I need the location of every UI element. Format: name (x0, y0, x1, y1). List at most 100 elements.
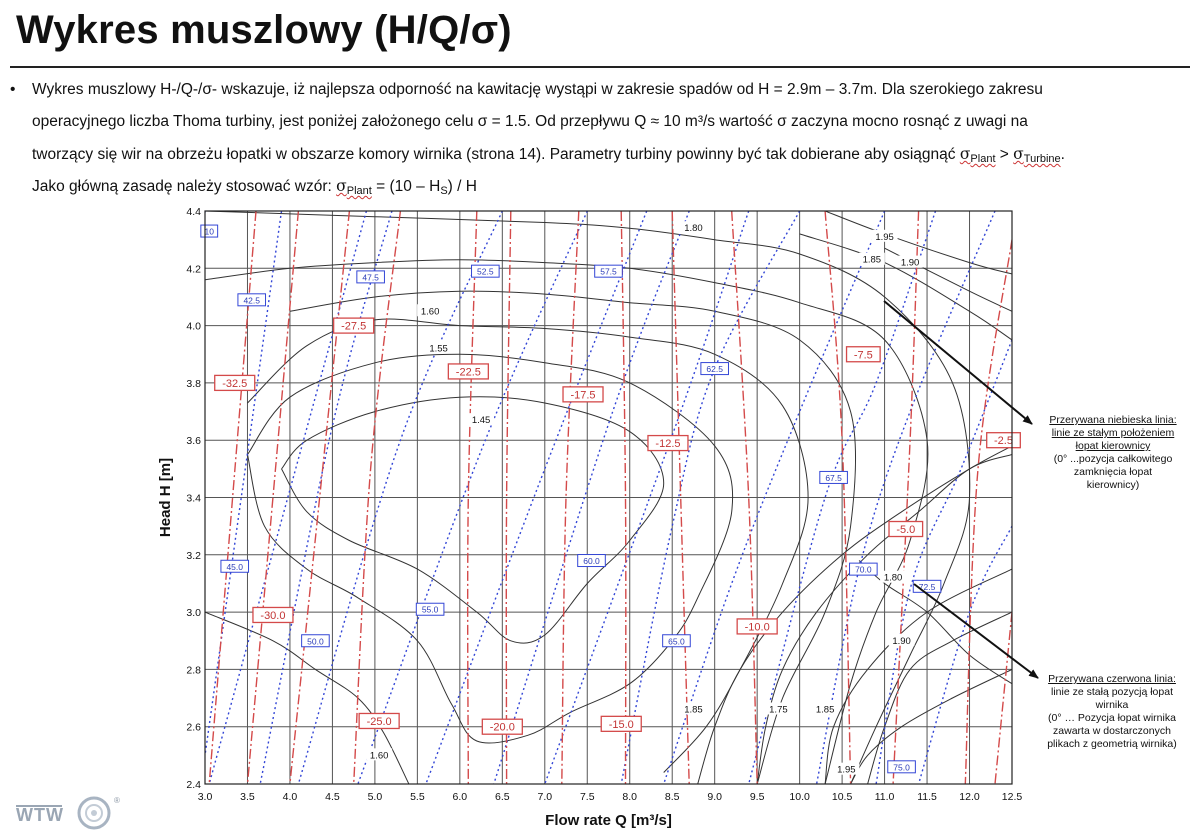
runner-blade-line (561, 211, 580, 784)
sigma-label-bg (812, 702, 839, 715)
y-tick-label: 3.4 (186, 493, 201, 505)
greater-than: > (995, 146, 1014, 163)
runner-blade-line (731, 211, 758, 784)
note-blue-line-1: Przerywana niebieska linia: (1049, 414, 1177, 426)
logo-text: WTW (16, 805, 64, 825)
x-tick-label: 12.0 (959, 791, 980, 803)
guide-vane-line (815, 211, 996, 784)
note-blue-line-2: linie ze stałym położeniem (1051, 427, 1175, 439)
sigma-plant-subscript: Plant (970, 153, 996, 165)
runner-blade-line (505, 211, 512, 784)
sigma-contour-line (205, 211, 971, 784)
description-line-2: operacyjnego liczba Thoma turbiny, jest … (32, 113, 1028, 130)
guide-vane-label-box (415, 602, 445, 616)
sigma-contour-label: 1.80 (884, 573, 903, 584)
y-tick-label: 3.8 (186, 378, 201, 390)
runner-blade-label: -22.5 (456, 366, 481, 378)
x-tick-label: 9.0 (707, 791, 722, 803)
note-blue-line-3: łopat kierownicy (1075, 440, 1151, 452)
guide-vane-label-box (471, 264, 500, 278)
runner-blade-label: -15.0 (609, 719, 634, 731)
runner-blade-label-box (252, 606, 294, 624)
logo-graphic: WTW ® (16, 796, 120, 830)
runner-blade-label-box (358, 712, 400, 730)
runner-blade-label: -2.5 (994, 435, 1013, 447)
formula-plant-subscript: Plant (346, 185, 372, 197)
note-blue-line-4: (0° ...pozycja całkowitego (1053, 453, 1173, 465)
page-title: Wykres muszlowy (H/Q/σ) (16, 8, 512, 52)
sigma-contour-label: 1.95 (837, 765, 856, 776)
sigma-label-bg (417, 304, 444, 317)
x-tick-label: 8.5 (665, 791, 680, 803)
sigma-label-bg (897, 255, 924, 268)
plot-border (204, 210, 1013, 785)
formula-part-2: ) / H (447, 178, 477, 195)
x-tick-label: 3.0 (198, 791, 213, 803)
formula-sigma: σ (336, 177, 347, 195)
sigma-contour-line (205, 611, 410, 784)
guide-vane-label: 52.5 (477, 267, 494, 277)
runner-blade-label: -30.0 (260, 610, 285, 622)
callout-arrow-red (913, 583, 1039, 679)
sigma-symbol: σ (959, 145, 971, 163)
guide-vane-label: 62.5 (706, 364, 723, 374)
guide-vane-label: 50.0 (307, 636, 324, 646)
sigma-contour-line (205, 259, 929, 784)
x-tick-label: 7.0 (537, 791, 552, 803)
x-tick-label: 4.0 (283, 791, 298, 803)
note-red-lines: Przerywana czerwona linia: linie ze stał… (1030, 673, 1194, 751)
runner-blade-label: -10.0 (745, 621, 770, 633)
runner-blade-line (964, 239, 1012, 784)
runner-blade-label: -25.0 (367, 716, 392, 728)
logo-ring-icon (77, 796, 111, 830)
guide-vane-line (917, 525, 1012, 784)
guide-vane-label: 55.0 (422, 605, 439, 615)
guide-vane-label: 67.5 (825, 473, 842, 483)
sigma-contour-label: 1.85 (684, 705, 703, 716)
x-tick-label: 6.0 (453, 791, 468, 803)
note-blue-line-6: kierownicy) (1086, 479, 1140, 491)
runner-blade-label: -20.0 (490, 722, 515, 734)
x-tick-label: 10.5 (832, 791, 853, 803)
description-line-4: Jako główną zasadę należy stosować wzór:… (32, 170, 1182, 202)
runner-blade-label-box (647, 434, 689, 452)
sigma-contour-line (756, 454, 1012, 784)
guide-vane-label: 10 (205, 227, 215, 237)
x-tick-label: 6.5 (495, 791, 510, 803)
x-tick-label: 9.5 (750, 791, 765, 803)
guide-vane-label: 57.5 (600, 267, 617, 277)
description-line-1: Wykres muszlowy H-/Q-/σ- wskazuje, iż na… (32, 81, 1043, 98)
guide-vane-label-box (819, 470, 848, 484)
guide-vane-label-box (237, 293, 267, 307)
note-blue-lines: Przerywana niebieska linia: linie ze sta… (1034, 414, 1192, 492)
sigma-label-bg (680, 221, 707, 234)
note-blue-line-5: zamknięcia łopat (1073, 466, 1153, 478)
runner-blade-label: -7.5 (854, 349, 873, 361)
guide-vane-label-box (356, 270, 385, 284)
x-tick-label: 4.5 (325, 791, 340, 803)
sigma-contour-label: 1.85 (816, 705, 835, 716)
sigma-label-bg (425, 341, 452, 354)
runner-blade-label-box (333, 317, 375, 334)
title-divider (10, 66, 1190, 68)
runner-blade-line (994, 612, 1012, 784)
y-tick-label: 2.6 (186, 722, 201, 734)
sigma-contour-line (697, 445, 1012, 784)
guide-vane-label: 47.5 (362, 272, 379, 282)
runner-blade-line (892, 211, 920, 784)
guide-vane-label-box (662, 634, 691, 648)
formula-part-1: = (10 – H (371, 178, 441, 195)
y-tick-label: 3.0 (186, 607, 201, 619)
x-tick-label: 5.5 (410, 791, 425, 803)
runner-blade-label-box (845, 346, 881, 363)
runner-blade-line (353, 211, 402, 784)
runner-blade-line (466, 211, 478, 784)
guide-vane-label-box (301, 634, 330, 648)
x-tick-label: 12.5 (1002, 791, 1023, 803)
guide-vane-label: 75.0 (893, 762, 910, 772)
sigma-label-bg (680, 702, 707, 715)
description-line-3: tworzący się wir na obrzeżu łopatki w ob… (32, 138, 1182, 170)
sigma-label-bg (871, 229, 898, 242)
formula-hs-subscript: S (440, 185, 448, 197)
sigma-contour-line (247, 318, 809, 773)
